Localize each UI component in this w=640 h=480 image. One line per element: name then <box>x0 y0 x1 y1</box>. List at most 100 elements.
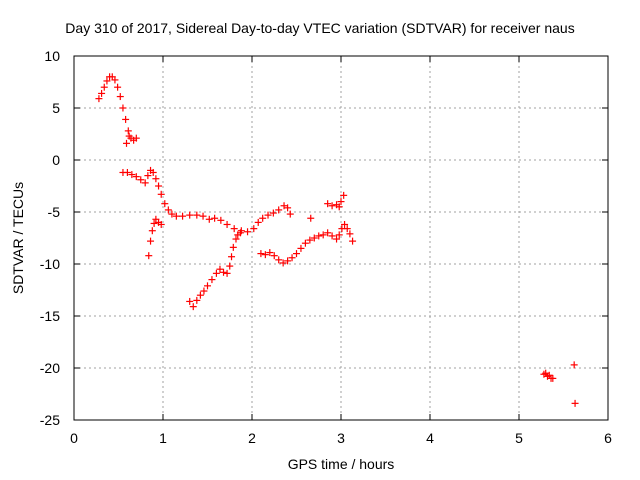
y-tick-label: -20 <box>40 360 60 376</box>
data-points <box>95 73 579 407</box>
data-point <box>199 212 207 220</box>
data-point <box>217 216 225 224</box>
data-point <box>275 256 283 264</box>
data-point <box>125 132 133 140</box>
data-point <box>340 191 348 199</box>
data-point <box>114 83 122 91</box>
data-point <box>141 179 149 187</box>
data-point <box>196 291 204 299</box>
data-point <box>132 173 140 181</box>
data-point <box>95 95 103 103</box>
data-point <box>343 225 351 233</box>
data-point <box>250 225 258 233</box>
data-point <box>328 202 336 210</box>
y-tick-label: -25 <box>40 412 60 428</box>
data-point <box>244 228 252 236</box>
data-point <box>232 235 240 243</box>
data-point <box>144 172 152 180</box>
data-point <box>319 231 327 239</box>
data-point <box>335 231 343 239</box>
data-point <box>157 220 165 228</box>
axis-ticks <box>73 55 609 421</box>
data-point <box>228 253 236 261</box>
data-point <box>111 76 119 84</box>
data-point <box>288 254 296 262</box>
data-point <box>261 251 269 259</box>
data-point <box>147 237 155 245</box>
data-point <box>279 259 287 267</box>
data-point <box>571 399 579 407</box>
data-point <box>275 206 283 214</box>
data-point <box>349 237 357 245</box>
data-point <box>145 252 153 260</box>
x-tick-label: 0 <box>70 430 78 446</box>
data-point <box>152 175 160 183</box>
data-point <box>193 296 201 304</box>
data-point <box>103 77 111 85</box>
y-tick-label: 5 <box>52 100 60 116</box>
y-tick-label: -5 <box>48 204 61 220</box>
data-point <box>324 229 332 237</box>
data-point <box>301 239 309 247</box>
data-point <box>223 269 231 277</box>
x-tick-label: 6 <box>604 430 612 446</box>
data-point <box>132 134 140 142</box>
grid-lines <box>74 56 608 420</box>
chart-title: Day 310 of 2017, Sidereal Day-to-day VTE… <box>65 20 575 36</box>
data-point <box>164 206 172 214</box>
data-point <box>346 230 354 238</box>
data-point <box>324 200 332 208</box>
data-point <box>220 268 228 276</box>
data-point <box>328 232 336 240</box>
data-point <box>205 215 213 223</box>
data-point <box>186 211 194 219</box>
data-point <box>264 211 272 219</box>
y-tick-label: 0 <box>52 152 60 168</box>
x-tick-label: 3 <box>337 430 345 446</box>
data-point <box>297 244 305 252</box>
data-point <box>570 361 578 369</box>
data-point <box>226 262 234 270</box>
data-point <box>98 89 106 97</box>
data-point <box>269 209 277 217</box>
data-point <box>306 236 314 244</box>
data-point <box>223 220 231 228</box>
data-point <box>216 265 224 273</box>
data-point <box>257 250 265 258</box>
data-point <box>310 234 318 242</box>
data-point <box>270 252 278 260</box>
data-point <box>212 269 220 277</box>
data-point <box>124 127 132 135</box>
x-tick-label: 2 <box>248 430 256 446</box>
data-point <box>284 257 292 265</box>
data-point <box>161 200 169 208</box>
data-point <box>208 276 216 284</box>
data-point <box>122 115 130 123</box>
data-point <box>193 211 201 219</box>
y-tick-label: 10 <box>44 48 60 64</box>
y-tick-label: -10 <box>40 256 60 272</box>
data-point <box>157 190 165 198</box>
data-point <box>284 204 292 212</box>
y-tick-label: -15 <box>40 308 60 324</box>
data-point <box>307 214 315 222</box>
data-point <box>189 303 197 311</box>
data-point <box>116 93 124 101</box>
data-point <box>229 243 237 251</box>
data-point <box>172 212 180 220</box>
data-point <box>549 374 557 382</box>
tick-labels: 0 1 2 3 4 5 6 10 5 0 -5 -10 -15 -20 -25 <box>40 48 612 446</box>
data-point <box>149 168 157 176</box>
data-point <box>204 282 211 290</box>
data-point <box>341 220 349 228</box>
data-point <box>315 232 323 240</box>
data-point <box>280 202 288 210</box>
data-point <box>155 182 163 190</box>
data-point <box>236 229 244 237</box>
x-tick-label: 4 <box>426 430 434 446</box>
data-point <box>123 168 131 176</box>
data-point <box>137 176 145 184</box>
data-point <box>266 249 274 257</box>
x-axis-label: GPS time / hours <box>287 456 395 472</box>
